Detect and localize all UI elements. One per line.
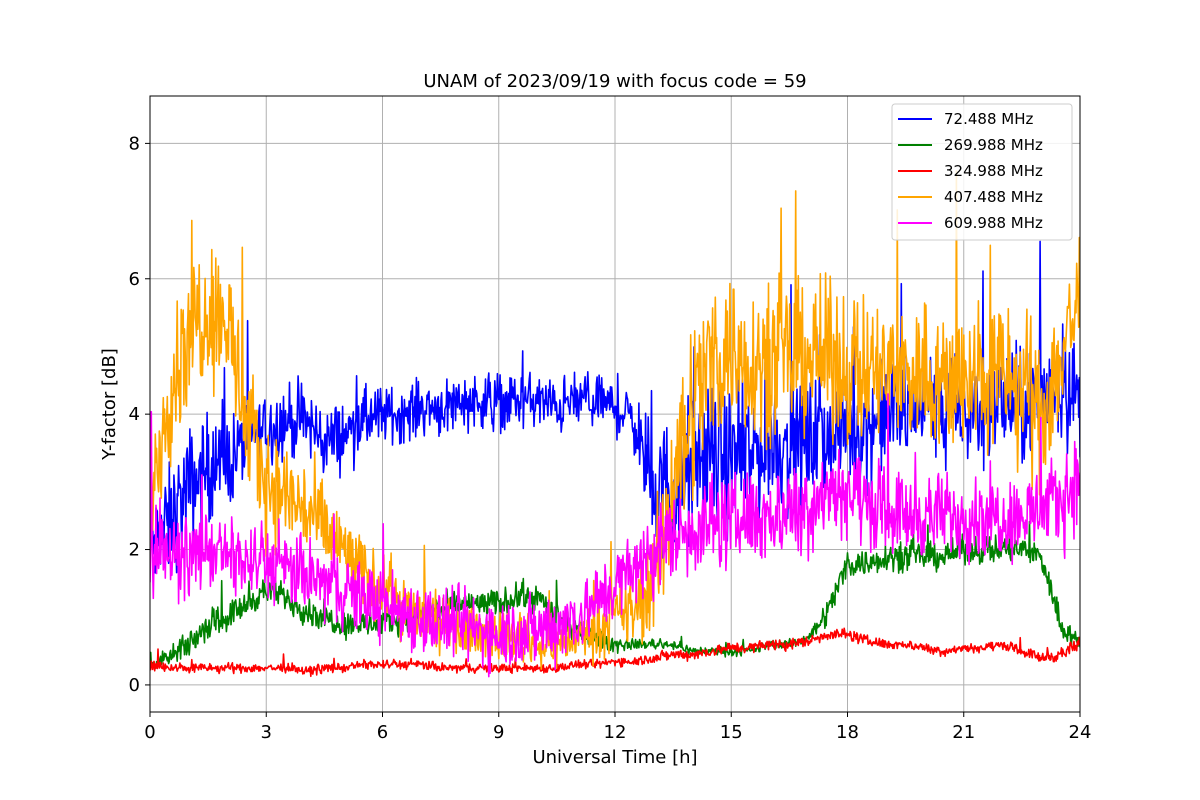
legend-label: 324.988 MHz [944, 162, 1043, 180]
legend-label: 72.488 MHz [944, 110, 1033, 128]
y-tick-label: 6 [129, 269, 140, 290]
x-tick-label: 0 [144, 722, 155, 743]
x-axis-label: Universal Time [h] [532, 747, 697, 768]
chart-title: UNAM of 2023/09/19 with focus code = 59 [423, 71, 806, 92]
legend-label: 269.988 MHz [944, 136, 1043, 154]
y-tick-label: 0 [129, 675, 140, 696]
x-tick-label: 6 [377, 722, 388, 743]
x-tick-label: 21 [952, 722, 975, 743]
series-line-4 [150, 170, 1080, 670]
x-tick-label: 12 [604, 722, 627, 743]
x-tick-label: 24 [1069, 722, 1092, 743]
series-layer [150, 170, 1080, 678]
legend-box [891, 103, 1073, 241]
legend-label: 609.988 MHz [944, 214, 1043, 232]
x-tick-label: 3 [261, 722, 272, 743]
x-tick-label: 9 [493, 722, 504, 743]
legend-label: 407.488 MHz [944, 188, 1043, 206]
legend: 72.488 MHz 269.988 MHz 324.988 MHz 407.488 … [891, 103, 1073, 241]
series-line-5 [150, 393, 1080, 678]
y-tick-label: 8 [129, 133, 140, 154]
y-tick-label: 2 [129, 540, 140, 561]
series-line-2 [150, 520, 1080, 670]
y-tick-label: 4 [129, 404, 140, 425]
series-line-3 [150, 627, 1080, 678]
x-tick-label: 18 [836, 722, 859, 743]
y-axis-label: Y-factor [dB] [99, 348, 120, 461]
x-tick-label: 15 [720, 722, 743, 743]
